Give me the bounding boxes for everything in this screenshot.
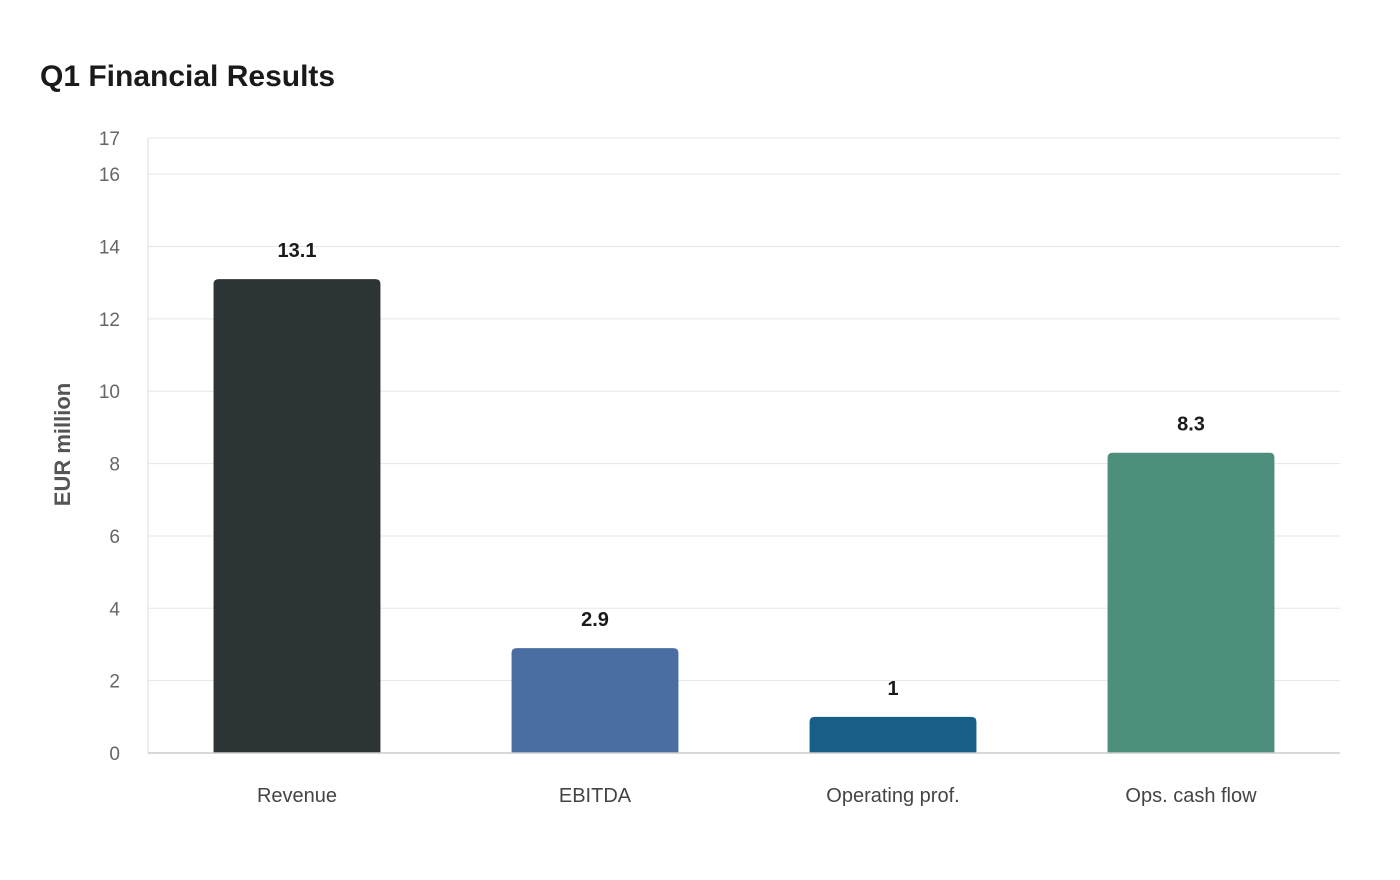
x-category-label: Operating prof. bbox=[826, 785, 959, 807]
bars bbox=[213, 279, 1275, 753]
x-axis-categories: Revenue EBITDA Operating prof. Ops. cash fl… bbox=[257, 785, 1257, 807]
bar bbox=[511, 648, 679, 753]
bar bbox=[213, 279, 381, 753]
bar-value-label: 2.9 bbox=[581, 609, 609, 631]
y-tick-label: 14 bbox=[99, 238, 121, 259]
x-category-label: Ops. cash flow bbox=[1125, 785, 1257, 807]
y-tick-label: 10 bbox=[99, 382, 120, 403]
y-tick-label: 0 bbox=[109, 744, 120, 765]
y-tick-label: 16 bbox=[99, 165, 120, 186]
x-category-label: EBITDA bbox=[559, 785, 632, 807]
y-tick-label: 2 bbox=[109, 672, 120, 693]
y-axis-ticks: 0 2 4 6 8 10 12 14 16 17 bbox=[99, 129, 121, 765]
bar-value-label: 8.3 bbox=[1177, 414, 1205, 436]
value-labels: 13.1 2.9 1 8.3 bbox=[278, 240, 1205, 700]
bar-value-label: 13.1 bbox=[278, 240, 317, 262]
y-tick-label: 4 bbox=[109, 599, 120, 620]
bar bbox=[1107, 452, 1275, 753]
x-category-label: Revenue bbox=[257, 785, 337, 807]
bar bbox=[809, 716, 977, 753]
y-axis-title: EUR million bbox=[50, 383, 75, 506]
y-tick-label: 17 bbox=[99, 129, 120, 150]
y-tick-label: 12 bbox=[99, 310, 120, 331]
y-tick-label: 8 bbox=[109, 455, 120, 476]
y-tick-label: 6 bbox=[109, 527, 120, 548]
chart-title: Q1 Financial Results bbox=[40, 60, 336, 93]
bar-value-label: 1 bbox=[887, 678, 898, 700]
